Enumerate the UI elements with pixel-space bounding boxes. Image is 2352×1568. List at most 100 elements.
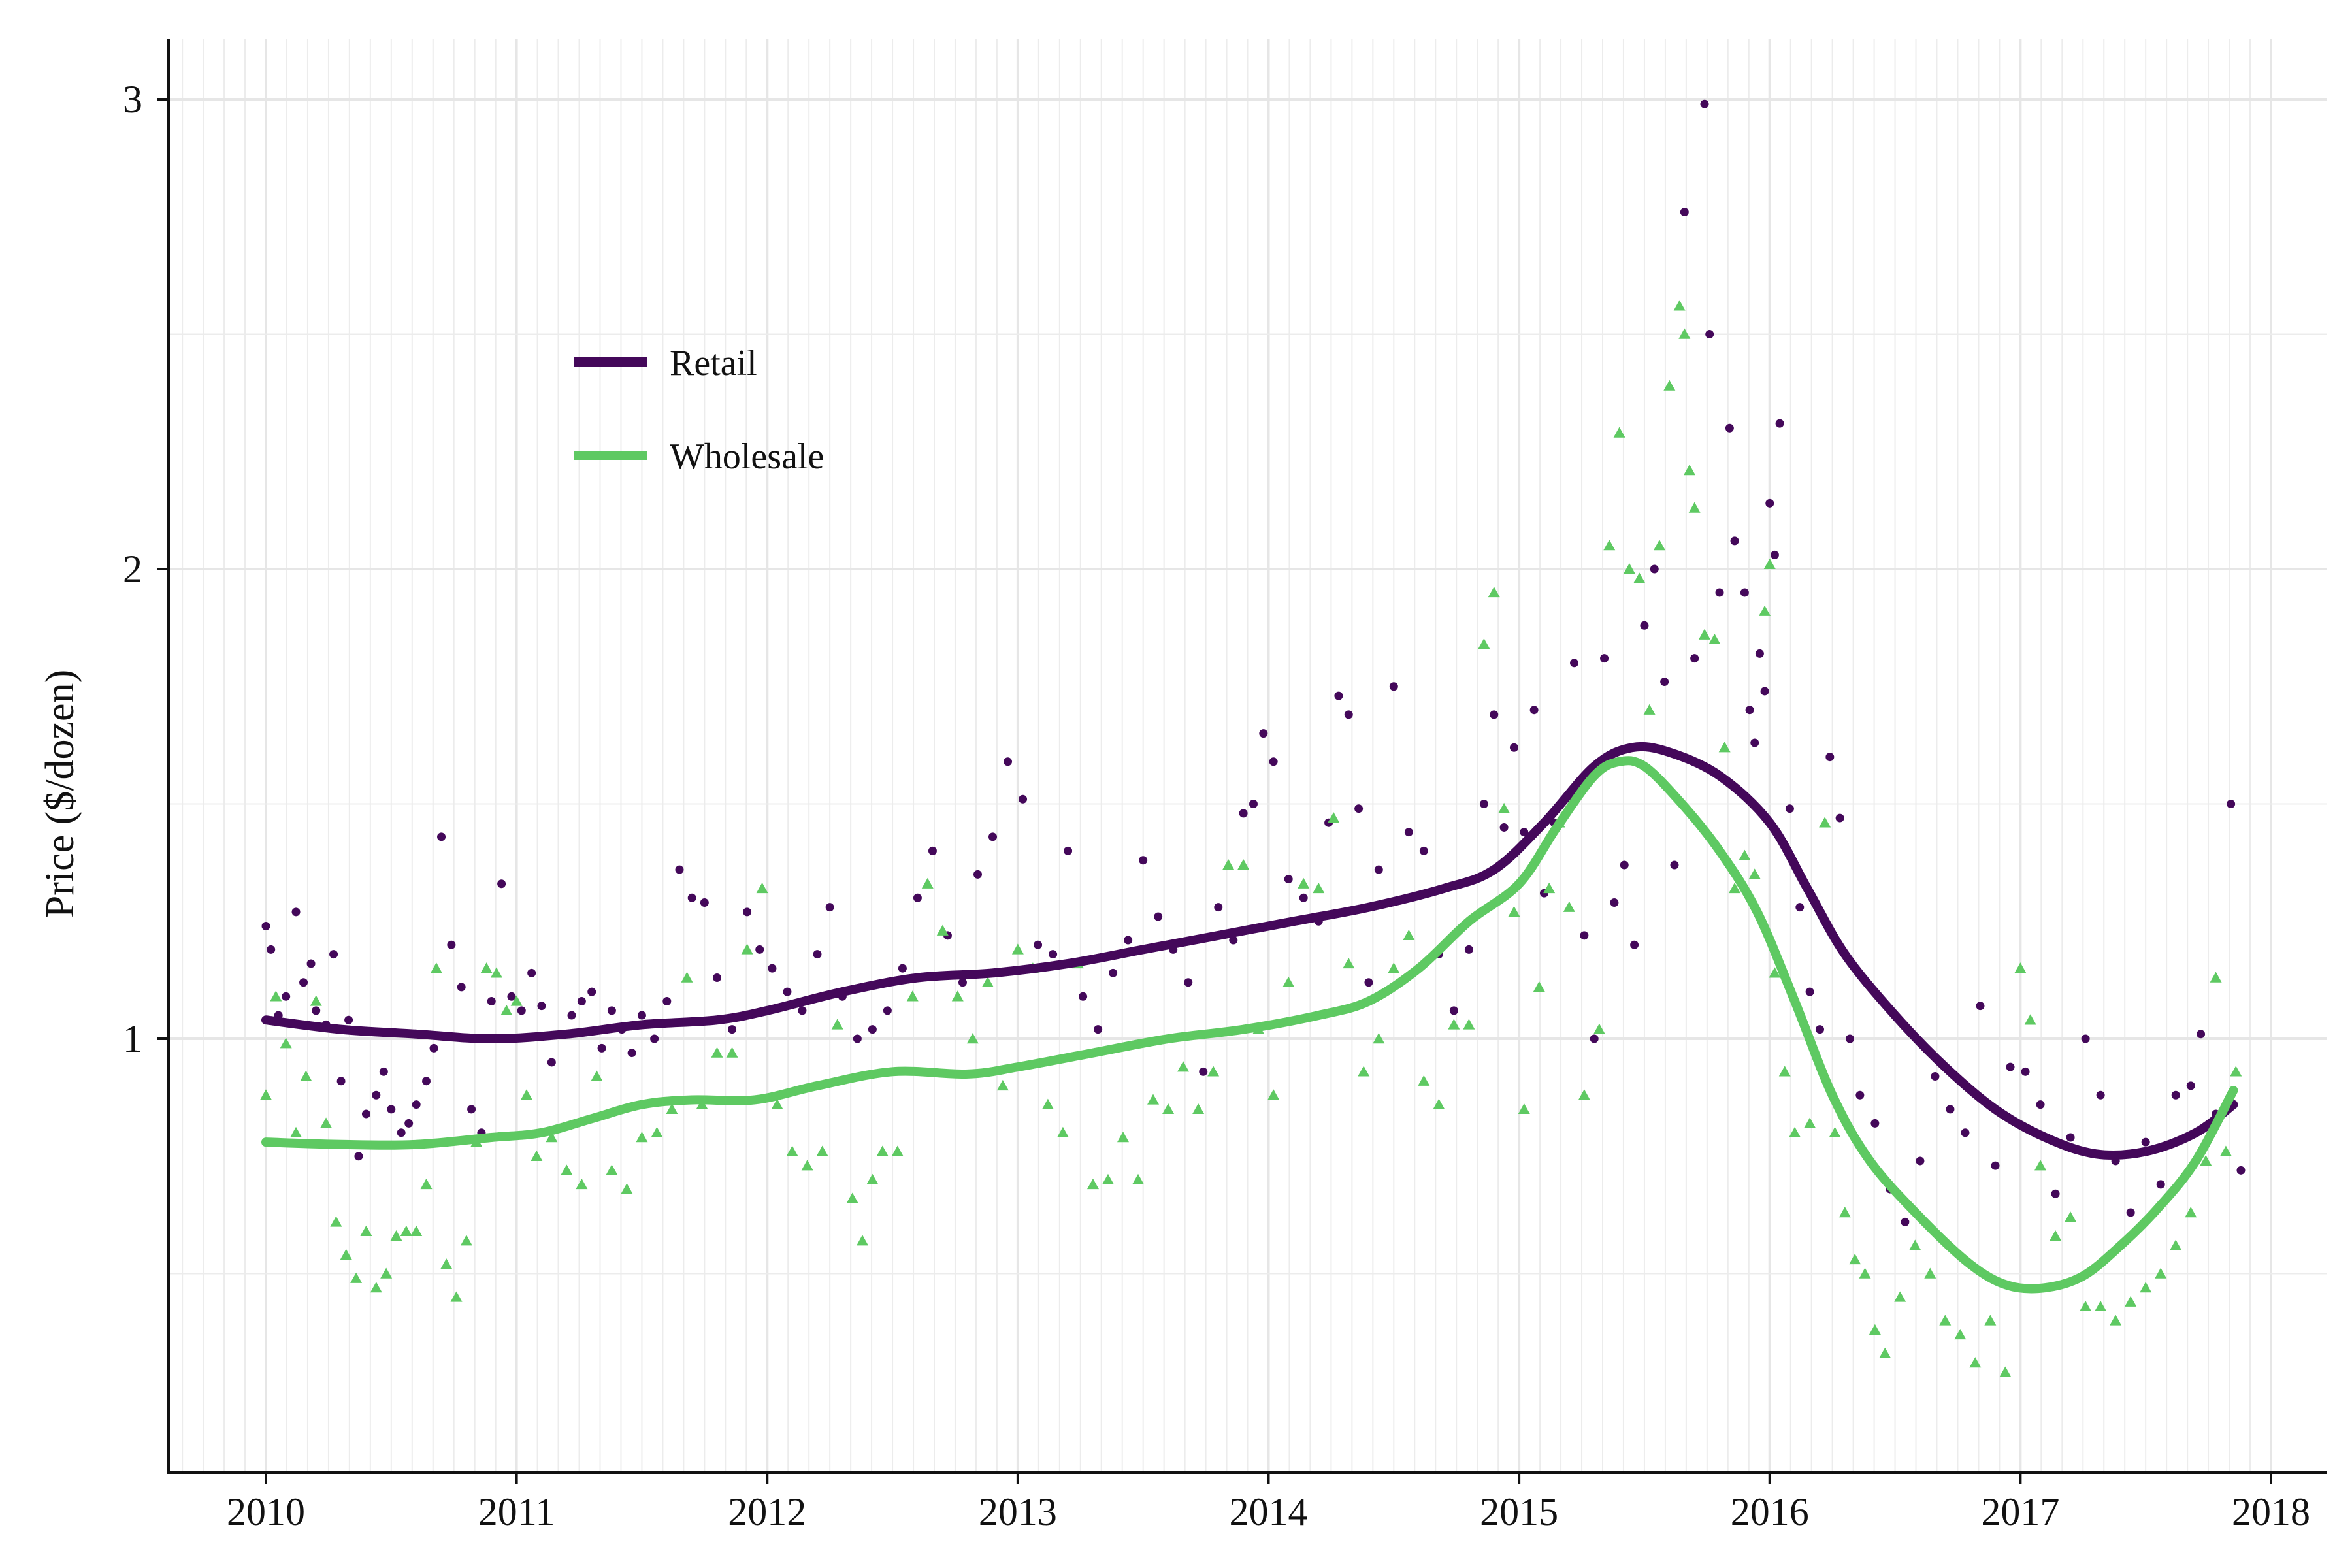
data-point-wholesale: [430, 962, 442, 973]
data-point-retail: [597, 1043, 606, 1053]
data-point-retail: [587, 987, 596, 996]
data-point-retail: [1449, 1006, 1458, 1015]
data-point-retail: [329, 950, 338, 959]
data-point-retail: [883, 1006, 892, 1015]
data-point-wholesale: [1132, 1173, 1145, 1184]
data-point-retail: [437, 832, 446, 841]
grid: [169, 39, 2327, 1473]
data-point-wholesale: [1838, 1207, 1851, 1218]
data-point-retail: [1580, 931, 1589, 940]
data-point-wholesale: [741, 943, 753, 955]
data-point-wholesale: [1939, 1315, 1952, 1326]
data-point-wholesale: [1759, 605, 1771, 616]
data-point-wholesale: [410, 1225, 423, 1236]
data-point-retail: [447, 940, 456, 949]
data-point-wholesale: [1739, 849, 1751, 860]
data-point-wholesale: [2185, 1207, 2197, 1218]
data-point-wholesale: [350, 1272, 363, 1283]
data-point-retail: [607, 1006, 616, 1015]
data-point-wholesale: [1829, 1126, 1841, 1137]
data-point-retail: [1590, 1034, 1599, 1043]
data-point-wholesale: [1518, 1103, 1530, 1115]
data-point-retail: [1139, 856, 1148, 865]
data-point-retail: [1835, 813, 1844, 823]
data-point-wholesale: [1593, 1023, 1605, 1034]
data-point-retail: [1334, 691, 1343, 700]
data-point-wholesale: [1633, 572, 1646, 583]
data-point-retail: [1214, 903, 1223, 912]
data-point-wholesale: [260, 1089, 272, 1100]
data-point-retail: [1490, 710, 1499, 719]
data-point-retail: [898, 964, 907, 973]
data-point-wholesale: [1954, 1328, 1967, 1340]
data-point-retail: [700, 898, 709, 907]
data-point-retail: [2171, 1090, 2180, 1100]
data-point-wholesale: [951, 990, 964, 1002]
data-point-wholesale: [1729, 882, 1741, 894]
data-point-retail: [1249, 800, 1258, 808]
data-point-retail: [687, 893, 696, 902]
data-point-wholesale: [866, 1173, 879, 1184]
data-point-retail: [783, 987, 792, 996]
data-point-wholesale: [460, 1235, 472, 1246]
data-point-retail: [497, 879, 506, 889]
x-tick-label: 2014: [1230, 1490, 1308, 1533]
data-point-retail: [1344, 710, 1353, 719]
data-point-retail: [397, 1128, 406, 1137]
data-point-retail: [1745, 706, 1754, 715]
data-point-retail: [306, 959, 316, 968]
data-point-wholesale: [1924, 1267, 1936, 1279]
data-point-retail: [1479, 800, 1488, 808]
data-point-retail: [1730, 536, 1739, 546]
data-point-retail: [1610, 898, 1619, 907]
legend-item-retail: Retail: [574, 343, 757, 384]
data-point-wholesale: [1117, 1131, 1129, 1143]
data-point-retail: [1259, 729, 1268, 738]
data-point-wholesale: [1613, 427, 1625, 438]
data-point-retail: [743, 907, 752, 917]
data-point-wholesale: [2014, 962, 2027, 973]
data-point-wholesale: [1673, 300, 1686, 311]
data-point-retail: [1509, 743, 1518, 752]
data-point-retail: [422, 1077, 431, 1086]
data-point-wholesale: [1879, 1347, 1891, 1358]
data-point-retail: [457, 983, 466, 992]
data-point-retail: [1079, 992, 1088, 1001]
data-point-wholesale: [1543, 882, 1556, 894]
data-point-retail: [2156, 1180, 2165, 1189]
data-point-wholesale: [1678, 328, 1691, 339]
data-point-retail: [1760, 687, 1769, 696]
data-point-retail: [429, 1043, 438, 1053]
data-point-retail: [282, 992, 291, 1001]
data-point-wholesale: [1769, 967, 1781, 978]
data-point-wholesale: [2050, 1230, 2062, 1241]
data-point-wholesale: [400, 1225, 412, 1236]
data-point-wholesale: [831, 1019, 843, 1030]
data-point-retail: [1715, 588, 1724, 597]
data-point-retail: [1650, 564, 1659, 574]
data-point-wholesale: [1463, 1019, 1475, 1030]
x-tick-label: 2011: [478, 1490, 555, 1533]
y-tick-label: 1: [123, 1017, 142, 1060]
data-point-wholesale: [1448, 1019, 1460, 1030]
data-point-wholesale: [1282, 976, 1295, 987]
data-point-retail: [1064, 846, 1073, 855]
data-point-wholesale: [1498, 802, 1511, 813]
data-point-retail: [1094, 1025, 1103, 1034]
data-point-wholesale: [1789, 1126, 1801, 1137]
data-point-wholesale: [1708, 633, 1721, 645]
data-point-wholesale: [2080, 1300, 2092, 1312]
data-point-wholesale: [2065, 1211, 2077, 1222]
data-point-retail: [798, 1006, 807, 1015]
data-point-retail: [1846, 1034, 1855, 1043]
data-point-wholesale: [546, 1131, 558, 1143]
data-point-retail: [2051, 1189, 2060, 1198]
data-point-retail: [1815, 1025, 1824, 1034]
data-point-wholesale: [1563, 901, 1575, 912]
data-point-wholesale: [1778, 1066, 1791, 1077]
data-point-retail: [1464, 945, 1473, 954]
data-point-retail: [336, 1077, 346, 1086]
data-point-wholesale: [1869, 1324, 1881, 1335]
data-point-retail: [1004, 757, 1013, 766]
x-tick-label: 2016: [1731, 1490, 1809, 1533]
